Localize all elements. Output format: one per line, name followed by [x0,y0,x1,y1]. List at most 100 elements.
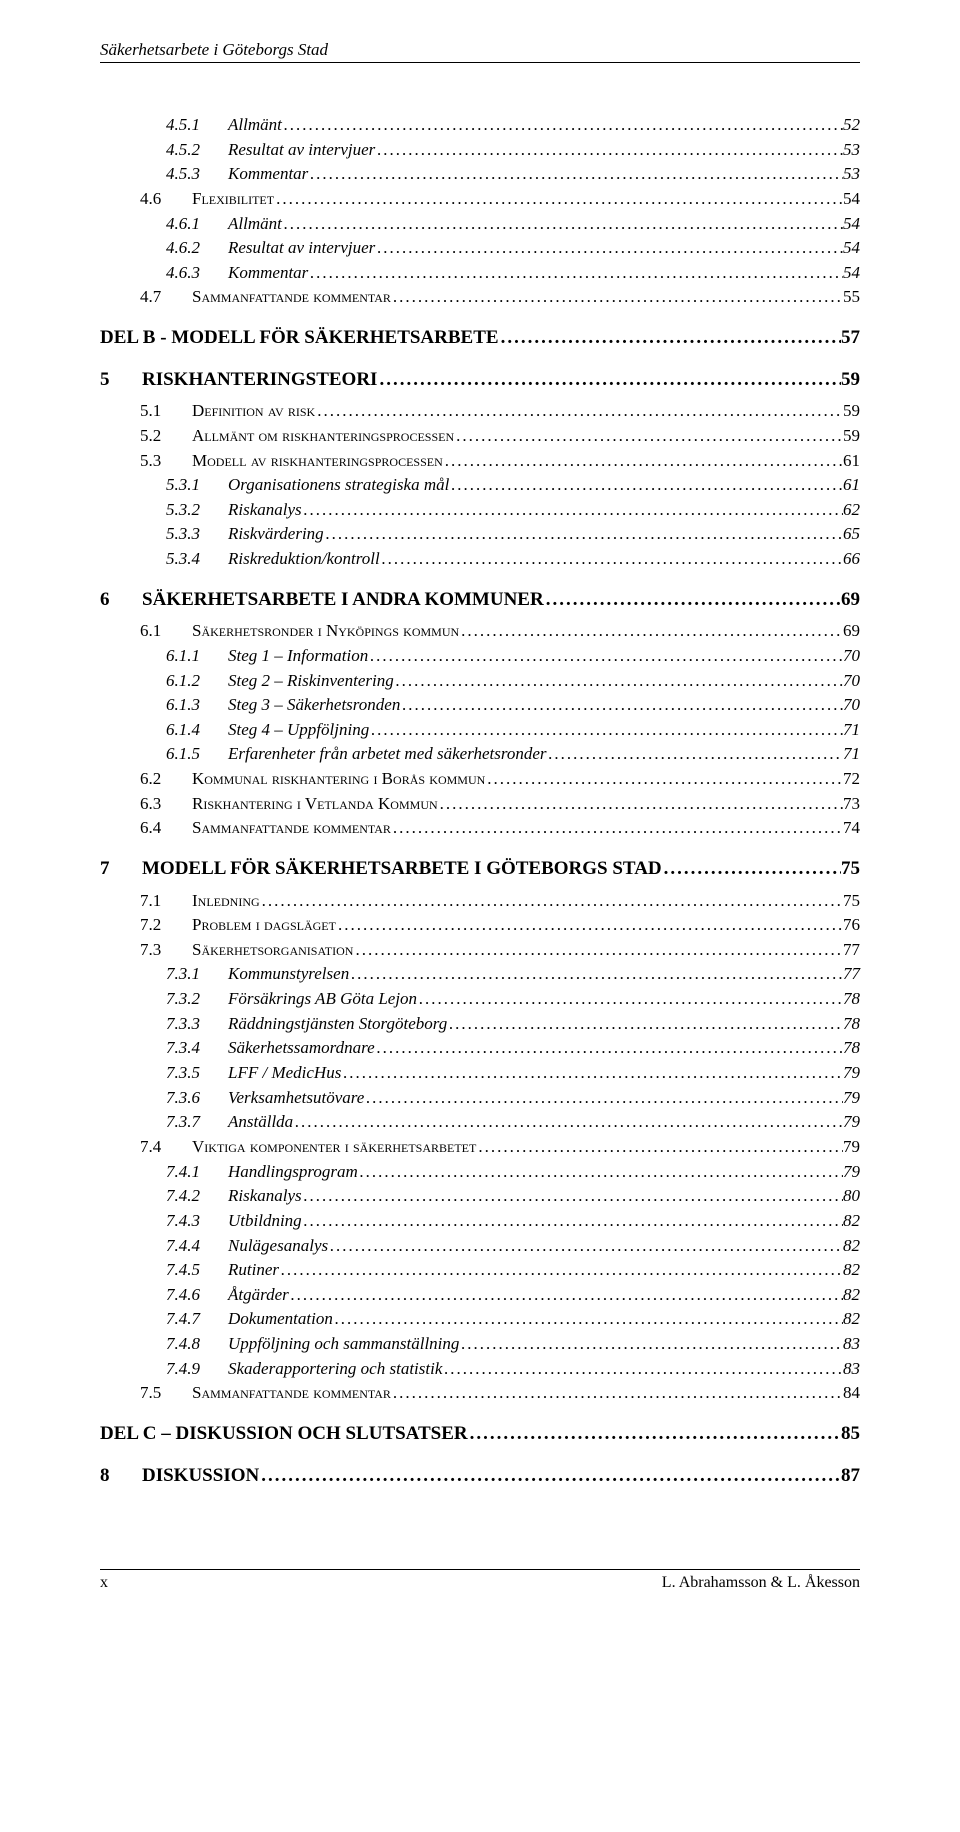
toc-number: 7.3.6 [166,1086,228,1111]
toc-label: Verksamhetsutövare [228,1086,364,1111]
toc-entry: 7.3.1Kommunstyrelsen77 [100,962,860,987]
toc-leader-dots [336,913,843,938]
toc-label: Resultat av intervjuer [228,236,375,261]
toc-entry: 5.3.1Organisationens strategiska mål61 [100,473,860,498]
toc-page-number: 59 [841,366,860,394]
toc-number: 7.3.3 [166,1012,228,1037]
toc-number: 7.3.2 [166,987,228,1012]
toc-entry: 6SÄKERHETSARBETE I ANDRA KOMMUNER69 [100,586,860,614]
toc-leader-dots [282,113,843,138]
toc-leader-dots [438,792,843,817]
toc-page-number: 78 [843,987,860,1012]
toc-page-number: 54 [843,212,860,237]
toc-entry: 5.2Allmänt om riskhanteringsprocessen59 [100,424,860,449]
toc-number: 6.3 [140,792,192,817]
toc-entry: 7.4.3Utbildning82 [100,1209,860,1234]
page-header-title: Säkerhetsarbete i Göteborgs Stad [100,40,860,63]
toc-number: 7.2 [140,913,192,938]
toc-label: Anställda [228,1110,293,1135]
toc-label: Allmänt [228,113,282,138]
toc-label: Resultat av intervjuer [228,138,375,163]
toc-leader-dots [417,987,843,1012]
toc-entry: 5.3.2Riskanalys62 [100,498,860,523]
toc-label: MODELL FÖR SÄKERHETSARBETE I GÖTEBORGS S… [142,855,662,883]
footer-page-number: x [100,1574,108,1592]
toc-number: 8 [100,1462,142,1490]
toc-leader-dots [308,261,843,286]
toc-label: DISKUSSION [142,1462,259,1490]
toc-leader-dots [447,1012,843,1037]
toc-number: 7.4.3 [166,1209,228,1234]
toc-label: Riskvärdering [228,522,324,547]
toc-leader-dots [468,1420,841,1448]
toc-leader-dots [443,449,843,474]
toc-number: 6.4 [140,816,192,841]
toc-page-number: 79 [843,1086,860,1111]
toc-label: Räddningstjänsten Storgöteborg [228,1012,447,1037]
toc-label: SÄKERHETSARBETE I ANDRA KOMMUNER [142,586,544,614]
toc-page-number: 52 [843,113,860,138]
toc-page-number: 73 [843,792,860,817]
toc-label: DEL C – DISKUSSION OCH SLUTSATSER [100,1420,468,1448]
table-of-contents: 4.5.1Allmänt524.5.2Resultat av intervjue… [100,113,860,1489]
toc-number: 4.5.2 [166,138,228,163]
toc-page-number: 74 [843,816,860,841]
toc-page-number: 77 [843,962,860,987]
toc-page-number: 82 [843,1258,860,1283]
toc-label: LFF / MedicHus [228,1061,341,1086]
toc-entry: 6.1.4Steg 4 – Uppföljning71 [100,718,860,743]
toc-entry: 7.4.5Rutiner82 [100,1258,860,1283]
toc-page-number: 78 [843,1036,860,1061]
toc-page-number: 54 [843,261,860,286]
toc-label: Rutiner [228,1258,279,1283]
toc-number: 7.4.6 [166,1283,228,1308]
toc-page-number: 71 [843,742,860,767]
toc-page-number: 54 [843,187,860,212]
toc-entry: 7.5Sammanfattande kommentar84 [100,1381,860,1406]
toc-label: Steg 2 – Riskinventering [228,669,394,694]
toc-entry: 4.5.1Allmänt52 [100,113,860,138]
toc-number: 7.3.7 [166,1110,228,1135]
toc-entry: 7.4Viktiga komponenter i säkerhetsarbete… [100,1135,860,1160]
toc-number: 7 [100,855,142,883]
toc-label: Sammanfattande kommentar [192,285,391,310]
toc-number: 7.4.2 [166,1184,228,1209]
toc-page-number: 57 [841,324,860,352]
toc-label: RISKHANTERINGSTEORI [142,366,377,394]
toc-leader-dots [274,187,843,212]
toc-number: 7.4.9 [166,1357,228,1382]
toc-entry: 7.4.8Uppföljning och sammanställning83 [100,1332,860,1357]
toc-label: Kommunstyrelsen [228,962,349,987]
toc-page-number: 84 [843,1381,860,1406]
toc-leader-dots [375,1036,843,1061]
toc-number: 6.1.5 [166,742,228,767]
toc-page-number: 62 [843,498,860,523]
toc-label: Kommentar [228,261,308,286]
toc-entry: 7.1Inledning75 [100,889,860,914]
toc-leader-dots [449,473,843,498]
toc-number: 6.1.1 [166,644,228,669]
toc-leader-dots [400,693,843,718]
toc-leader-dots [377,366,841,394]
toc-entry: 7MODELL FÖR SÄKERHETSARBETE I GÖTEBORGS … [100,855,860,883]
toc-entry: 7.3.6Verksamhetsutövare 79 [100,1086,860,1111]
toc-entry: 6.2Kommunal riskhantering i Borås kommun… [100,767,860,792]
toc-page-number: 82 [843,1307,860,1332]
toc-number: 6.2 [140,767,192,792]
toc-number: 5 [100,366,142,394]
toc-label: Utbildning [228,1209,302,1234]
toc-number: 5.3 [140,449,192,474]
toc-leader-dots [375,236,843,261]
toc-entry: 6.1Säkerhetsronder i Nyköpings kommun69 [100,619,860,644]
toc-entry: 6.1.5Erfarenheter från arbetet med säker… [100,742,860,767]
toc-entry: 5.3.4Riskreduktion/kontroll66 [100,547,860,572]
toc-page-number: 72 [843,767,860,792]
toc-number: 6.1.4 [166,718,228,743]
toc-leader-dots [315,399,843,424]
toc-label: Säkerhetsorganisation [192,938,353,963]
toc-label: Uppföljning och sammanställning [228,1332,459,1357]
toc-page-number: 70 [843,644,860,669]
toc-number: 5.3.1 [166,473,228,498]
toc-leader-dots [328,1234,843,1259]
toc-number: 4.7 [140,285,192,310]
